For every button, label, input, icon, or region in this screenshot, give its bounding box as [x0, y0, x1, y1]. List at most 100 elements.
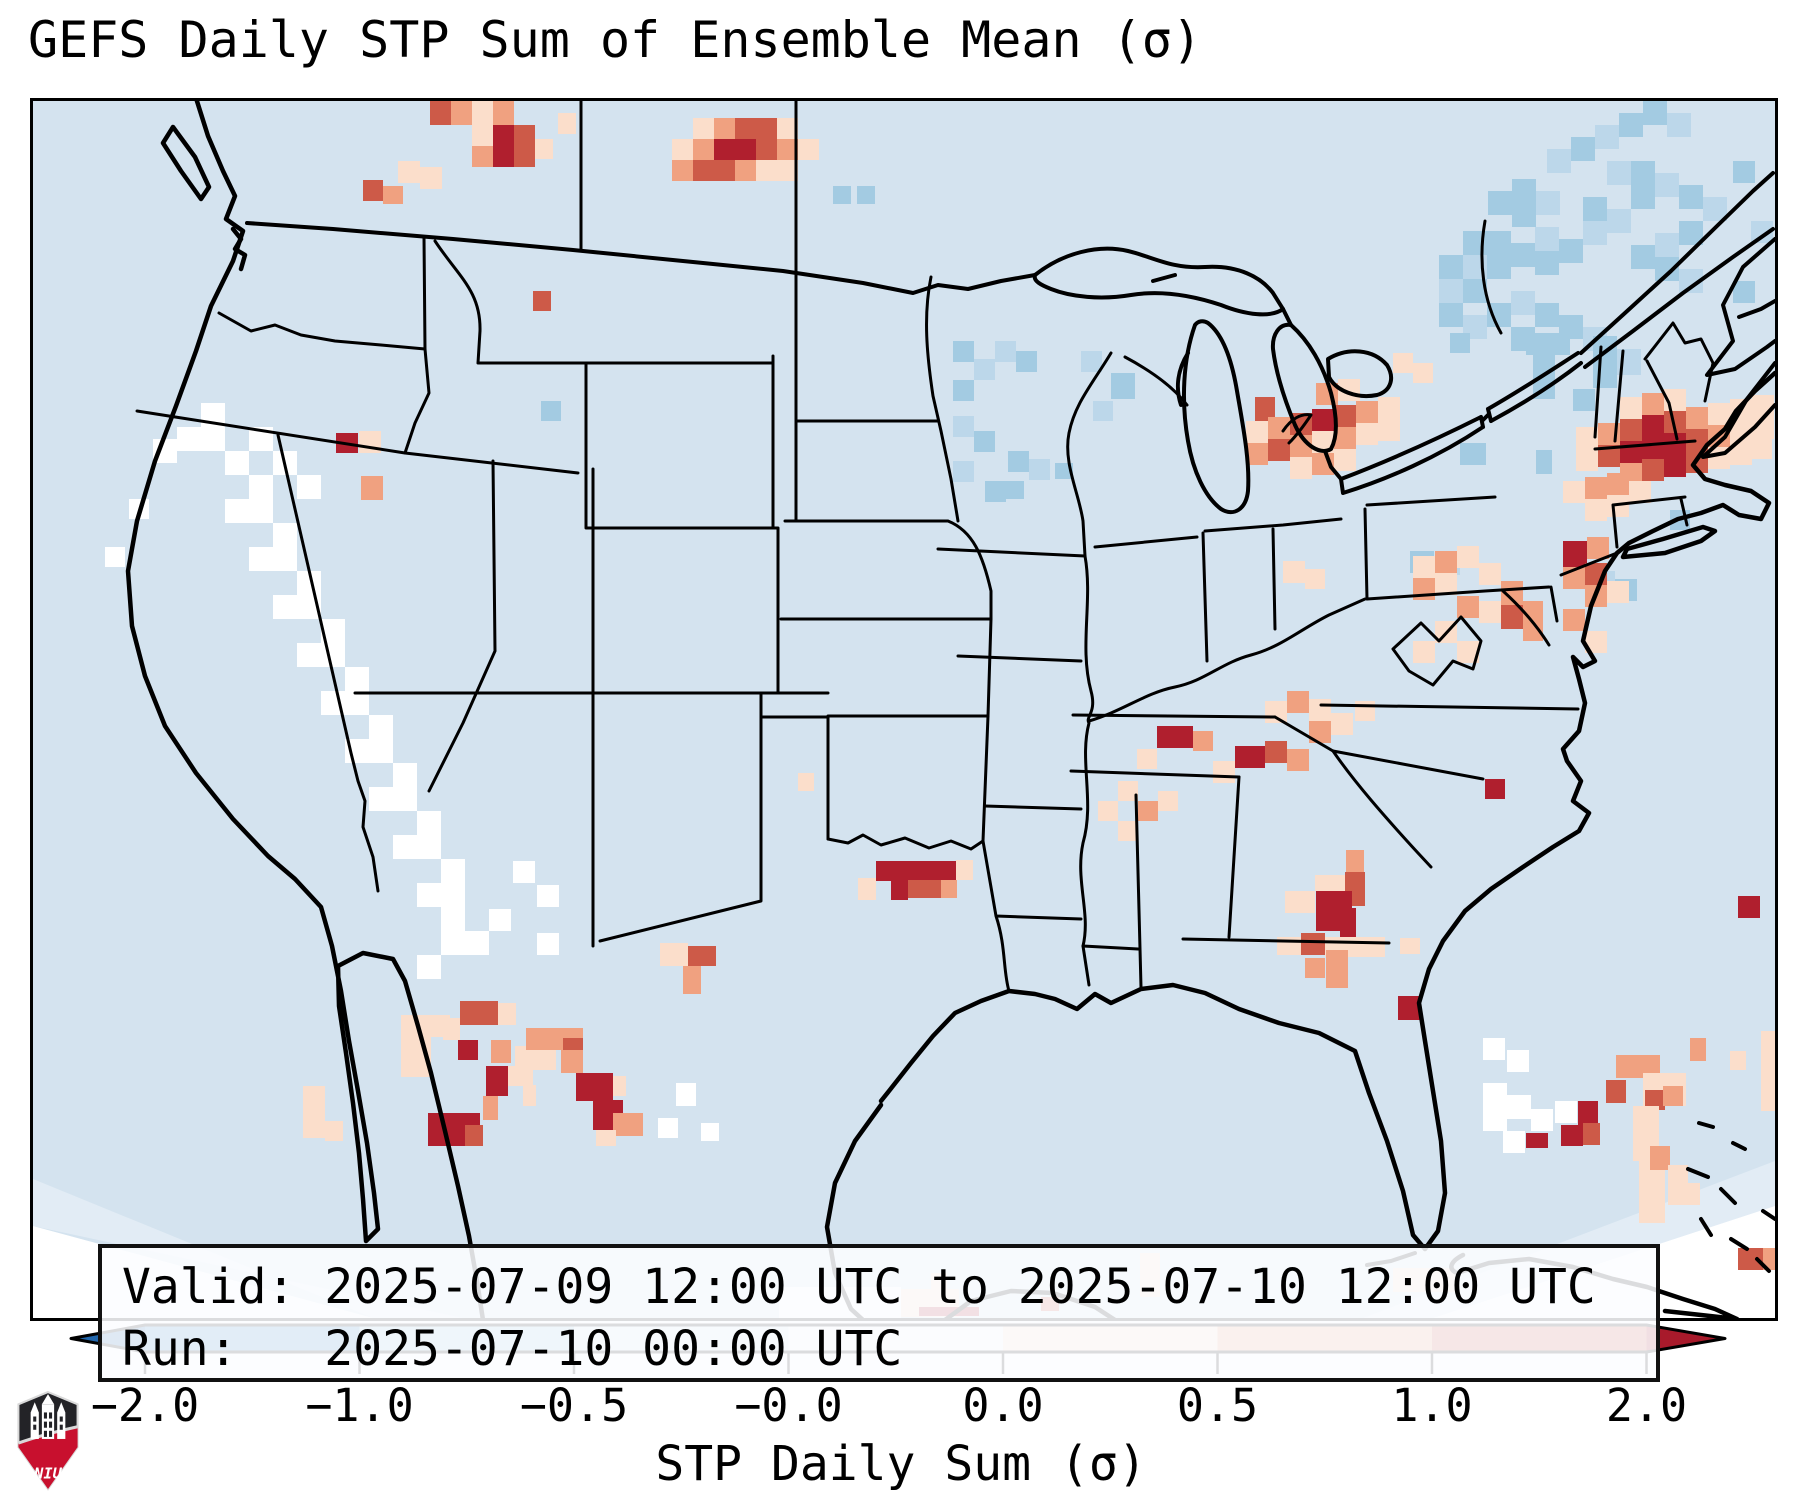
figure-title: GEFS Daily STP Sum of Ensemble Mean (σ) — [28, 11, 1202, 69]
grid-cell — [1137, 749, 1157, 769]
grid-cell — [225, 499, 249, 523]
grid-cell — [858, 878, 876, 900]
grid-cell — [1655, 233, 1679, 257]
grid-cell — [701, 1123, 719, 1141]
grid-cell — [1413, 641, 1435, 663]
grid-cell — [1111, 373, 1135, 399]
grid-cell — [383, 186, 403, 204]
grid-cell — [1629, 481, 1651, 503]
grid-cell — [1686, 429, 1708, 451]
grid-cell — [672, 139, 693, 160]
grid-cell — [493, 125, 514, 146]
grid-cell — [693, 160, 735, 181]
grid-cell — [1246, 443, 1268, 465]
grid-cell — [1003, 481, 1024, 499]
grid-cell — [1730, 443, 1752, 465]
valid-run-box: Valid: 2025-07-09 12:00 UTC to 2025-07-1… — [98, 1244, 1660, 1382]
grid-cell — [1642, 437, 1664, 459]
grid-cell — [1290, 457, 1312, 479]
grid-cell — [1642, 393, 1664, 415]
grid-cell — [1346, 850, 1364, 872]
grid-cell — [1118, 821, 1138, 841]
grid-cell — [225, 451, 249, 475]
grid-cell — [430, 101, 451, 125]
grid-cell — [1488, 191, 1512, 215]
colorbar-tick-label: 0.5 — [1177, 1379, 1258, 1432]
grid-cell — [489, 909, 511, 931]
colorbar-tick-label: 0.0 — [962, 1379, 1043, 1432]
grid-cell — [576, 1073, 613, 1101]
grid-cell — [1235, 746, 1265, 768]
grid-cell — [1287, 749, 1309, 771]
grid-cell — [537, 885, 559, 907]
grid-cell — [891, 880, 908, 900]
grid-cell — [1576, 427, 1598, 449]
grid-cell — [1305, 569, 1325, 589]
colorbar-tick-label: −2.0 — [91, 1379, 199, 1432]
grid-cell — [105, 547, 125, 567]
niu-logo: NIU — [14, 1390, 82, 1492]
grid-cell — [1703, 197, 1727, 221]
grid-cell — [1664, 455, 1686, 477]
grid-cell — [533, 291, 551, 311]
grid-cell — [693, 139, 714, 160]
grid-cell — [1457, 641, 1479, 663]
grid-cell — [1485, 779, 1505, 799]
grid-cell — [735, 118, 756, 139]
grid-cell — [1213, 761, 1235, 783]
grid-cell — [777, 160, 798, 181]
grid-cell — [472, 125, 493, 146]
grid-cell — [465, 1125, 483, 1146]
valid-line: Valid: 2025-07-09 12:00 UTC to 2025-07-1… — [122, 1259, 1596, 1315]
grid-cell — [1595, 125, 1619, 149]
grid-cell — [249, 499, 273, 523]
grid-cell — [953, 341, 974, 362]
grid-cell — [513, 861, 535, 883]
grid-cell — [1607, 495, 1629, 517]
grid-cell — [273, 595, 297, 619]
coastlines — [125, 101, 1775, 1318]
grid-cell — [683, 958, 701, 994]
grid-cell — [1606, 1080, 1626, 1103]
grid-cell — [1512, 203, 1536, 227]
grid-cell — [1487, 231, 1511, 255]
grid-cell — [1752, 439, 1772, 459]
grid-cell — [985, 481, 1006, 502]
run-line: Run: 2025-07-10 00:00 UTC — [122, 1321, 903, 1377]
grid-cell — [1356, 423, 1378, 445]
grid-cell — [1664, 411, 1686, 433]
grid-cell — [1483, 1083, 1507, 1107]
grid-cell — [441, 883, 465, 907]
grid-cell — [1619, 113, 1643, 137]
grid-cell — [1561, 1125, 1583, 1146]
grid-cell — [906, 861, 956, 881]
grid-cell — [1483, 1107, 1507, 1131]
grid-cell — [1157, 726, 1193, 748]
great-lakes-and-canada-border — [245, 171, 1775, 1273]
grid-cell — [1642, 459, 1664, 481]
grid-cell — [321, 643, 345, 667]
grid-cell — [1487, 255, 1511, 279]
colorbar-tick-label: 1.0 — [1391, 1379, 1472, 1432]
grid-cell — [1305, 958, 1325, 978]
grid-cell — [297, 475, 321, 499]
grid-cell — [1631, 161, 1655, 185]
grid-cell — [596, 1130, 616, 1146]
grid-cell — [1578, 1101, 1598, 1126]
grid-cell — [1663, 1086, 1683, 1106]
grid-cell — [1667, 113, 1691, 137]
niu-logo-text: NIU — [33, 1465, 62, 1483]
grid-cell — [1738, 1248, 1763, 1270]
grid-cell — [756, 160, 777, 181]
grid-cell — [1536, 450, 1552, 474]
grid-cell — [1008, 451, 1029, 472]
grid-cell — [1315, 875, 1345, 891]
grid-cell — [1576, 449, 1598, 471]
grid-cell — [249, 547, 273, 571]
grid-cell — [1668, 1165, 1688, 1183]
grid-cell — [558, 113, 576, 134]
grid-cell — [1587, 537, 1609, 559]
grid-cell — [1547, 149, 1571, 173]
grid-cell — [941, 880, 957, 898]
grid-cell — [1378, 419, 1400, 441]
